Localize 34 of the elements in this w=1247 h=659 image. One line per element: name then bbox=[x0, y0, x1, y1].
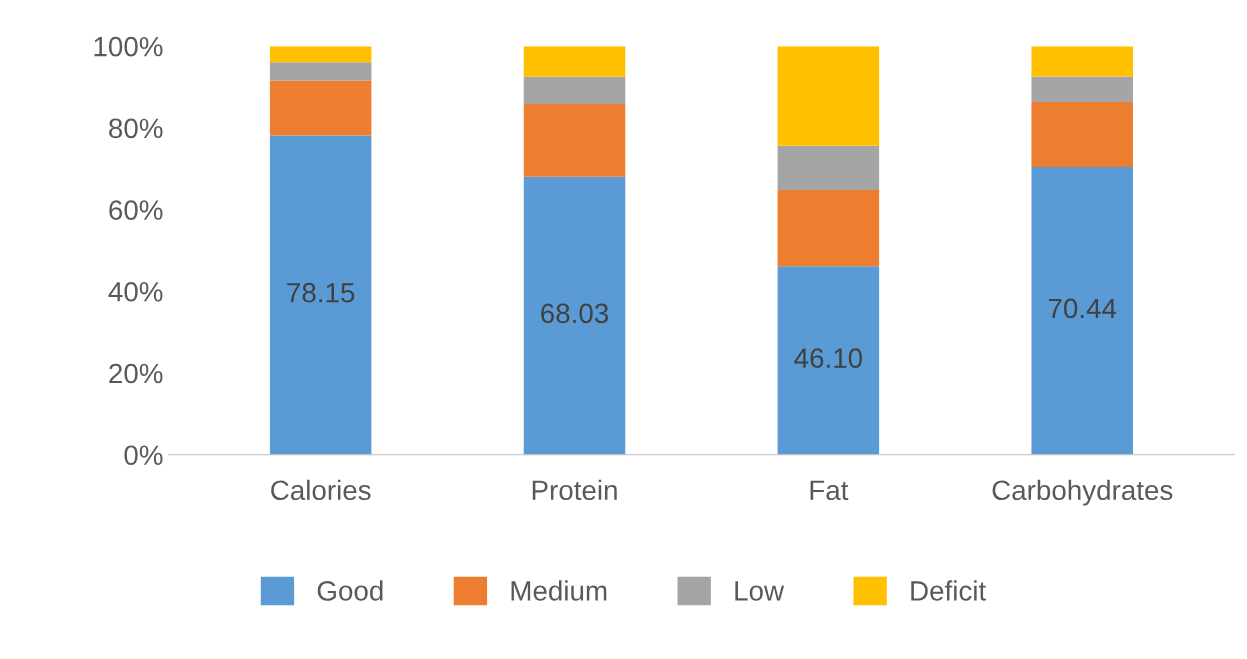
data-label: 78.15 bbox=[287, 282, 355, 303]
bar bbox=[777, 145, 880, 190]
bar bbox=[523, 76, 626, 105]
bar bbox=[1031, 166, 1133, 455]
y-tick-label: 60% bbox=[109, 200, 163, 220]
y-tick-label: 20% bbox=[109, 363, 163, 384]
x-tick-label: Fat bbox=[810, 480, 849, 501]
bar bbox=[269, 46, 372, 63]
bar bbox=[777, 189, 880, 267]
x-tick-label: Carbohydrates bbox=[992, 479, 1173, 506]
bar bbox=[523, 104, 626, 177]
legend-label: Deficit bbox=[911, 580, 987, 601]
legend-label: Low bbox=[735, 581, 785, 601]
bar bbox=[777, 46, 880, 146]
bar bbox=[269, 62, 372, 81]
bar bbox=[523, 176, 626, 455]
bar bbox=[269, 80, 372, 136]
bar bbox=[1031, 101, 1133, 167]
data-label: 70.44 bbox=[1048, 298, 1117, 319]
data-label: 68.03 bbox=[541, 303, 609, 324]
x-tick-label: Protein bbox=[532, 479, 617, 501]
bar bbox=[523, 46, 626, 77]
legend-label: Good bbox=[317, 580, 383, 601]
y-tick-label: 0% bbox=[124, 445, 163, 466]
y-tick-label: 80% bbox=[109, 118, 163, 139]
x-tick-label: Calories bbox=[271, 479, 371, 501]
bar bbox=[1031, 46, 1133, 77]
y-tick-label: 100% bbox=[94, 36, 163, 57]
data-label: 46.10 bbox=[794, 348, 863, 368]
legend-label: Medium bbox=[511, 580, 607, 601]
bar bbox=[269, 135, 372, 455]
bar bbox=[777, 266, 880, 455]
y-tick-label: 40% bbox=[108, 281, 163, 302]
bar bbox=[1031, 76, 1133, 102]
